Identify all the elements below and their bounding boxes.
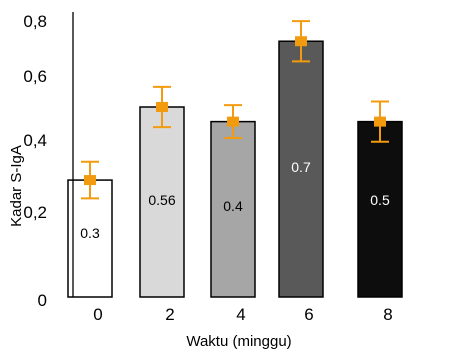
bar-value-label: 0.5 [370, 192, 390, 208]
error-bar [81, 160, 99, 200]
bar-value-label: 0.56 [148, 192, 175, 208]
x-axis-ticks: 0 2 4 6 8 [93, 305, 392, 324]
x-tick-label: 2 [165, 305, 174, 324]
y-axis-title: Kadar S-IgA [8, 145, 25, 227]
bar [139, 106, 185, 298]
bar [357, 120, 403, 298]
error-bar [153, 85, 171, 129]
error-bar [371, 100, 389, 143]
x-tick-label: 8 [383, 305, 392, 324]
y-tick-label: 0 [38, 291, 47, 310]
y-tick-label: 0,8 [23, 12, 47, 31]
bar-value-label: 0.4 [223, 198, 243, 214]
y-tick-label: 0,4 [23, 131, 47, 150]
x-axis-title: Waktu (minggu) [186, 333, 291, 350]
bar-value-label: 0.3 [80, 225, 100, 241]
bar-value-labels: 0.3 0.56 0.4 0.7 0.5 [80, 159, 390, 241]
bar-value-label: 0.7 [291, 159, 311, 175]
error-bar [292, 20, 310, 63]
error-bars [81, 20, 389, 200]
x-tick-label: 6 [304, 305, 313, 324]
x-tick-label: 0 [93, 305, 102, 324]
bars [67, 40, 403, 298]
bar [67, 179, 113, 298]
y-tick-label: 0,6 [23, 67, 47, 86]
error-bar [224, 104, 242, 140]
x-tick-label: 4 [236, 305, 245, 324]
y-axis-ticks: 0 0,2 0,4 0,6 0,8 [23, 12, 47, 310]
y-tick-label: 0,2 [23, 203, 47, 222]
bar [278, 40, 324, 298]
